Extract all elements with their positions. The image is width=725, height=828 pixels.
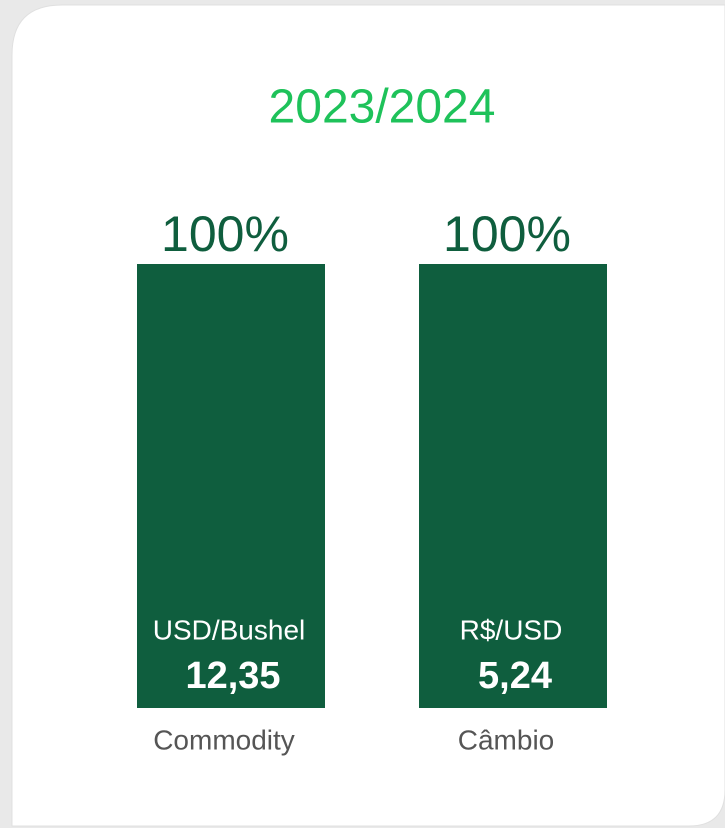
value-label: 100% [161, 206, 289, 262]
bar-unit: R$/USD [460, 614, 563, 645]
bar [137, 264, 325, 708]
value-label: 100% [443, 206, 571, 262]
bar-unit: USD/Bushel [153, 614, 306, 645]
bar-price: 5,24 [478, 655, 552, 697]
bar [419, 264, 607, 708]
x-tick-label: Câmbio [458, 724, 554, 755]
x-tick-label: Commodity [153, 724, 295, 755]
bar-price: 12,35 [185, 655, 280, 697]
chart-title: 2023/2024 [269, 81, 496, 134]
